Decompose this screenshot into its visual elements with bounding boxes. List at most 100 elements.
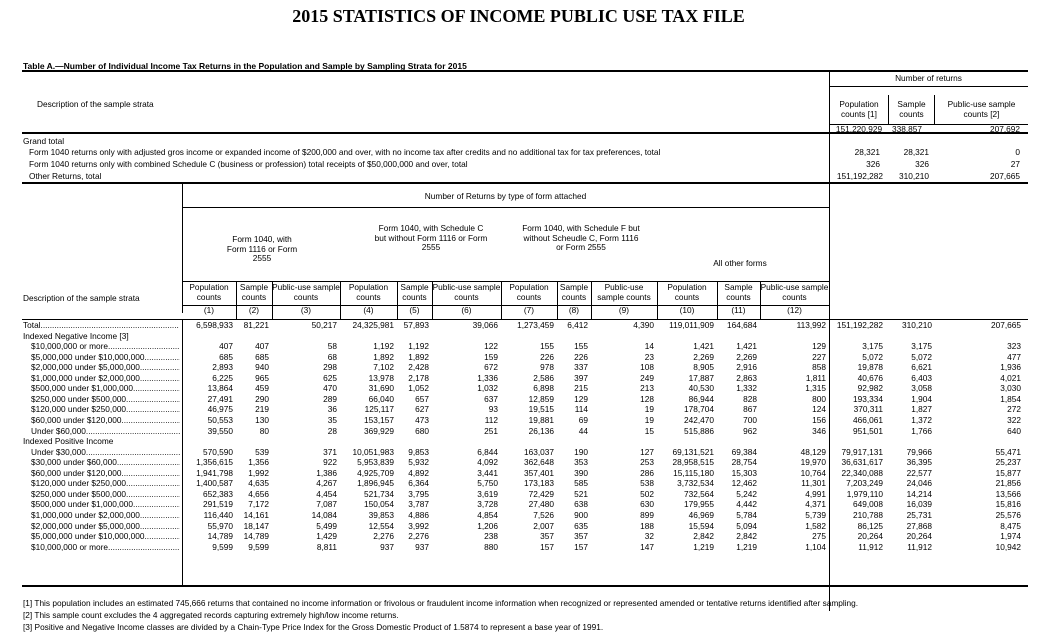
table-cell: 685: [255, 351, 269, 362]
column-header: Population counts: [509, 282, 549, 302]
table-cell: 28,754: [731, 457, 757, 468]
table-cell: 1,356,615: [196, 457, 233, 468]
table-cell: 2,586: [533, 372, 554, 383]
table-cell: 179,955: [684, 499, 714, 510]
table-cell: 1,766: [911, 425, 932, 436]
table-cell: 193,334: [853, 393, 883, 404]
top-row-3-public: 207,665: [990, 171, 1020, 181]
table-cell: 4,390: [633, 320, 654, 330]
table-cell: 3,175: [862, 341, 883, 352]
table-cell: 1,854: [1000, 393, 1021, 404]
table-cell: 15,303: [731, 467, 757, 478]
row-label: Under $30,000...........................…: [31, 446, 180, 457]
table-cell: 6,844: [477, 446, 498, 457]
table-cell: 50,553: [207, 415, 233, 425]
table-cell: 39,066: [472, 320, 498, 330]
table-cell: 477: [1007, 351, 1021, 362]
table-cell: 3,058: [911, 383, 932, 394]
row-label: Under $60,000...........................…: [31, 425, 180, 436]
top-row-2-pop: 326: [866, 159, 880, 169]
table-cell: 867: [743, 404, 757, 415]
table-cell: 13,864: [207, 383, 233, 394]
table-cell: 459: [255, 383, 269, 394]
table-cell: 5,739: [805, 509, 826, 520]
table-cell: 253: [640, 457, 654, 468]
table-cell: 371: [323, 446, 337, 457]
table-cell: 1,219: [693, 541, 714, 552]
table-cell: 685: [219, 351, 233, 362]
table-cell: 15,115,180: [673, 467, 714, 478]
table-cell: 800: [812, 393, 826, 404]
top-row-label-2: Form 1040 returns only with combined Sch…: [29, 159, 468, 169]
table-cell: 22,577: [906, 467, 932, 478]
row-label: $10,000,000 or more.....................…: [31, 541, 180, 552]
footnote-3: [3] Positive and Negative Income classes…: [23, 622, 604, 632]
table-cell: 1,032: [477, 383, 498, 394]
table-cell: 521,734: [364, 488, 394, 499]
table-cell: 227: [812, 351, 826, 362]
table-cell: 7,102: [373, 362, 394, 373]
group-4-header: All other forms: [713, 258, 767, 268]
table-cell: 14: [644, 341, 654, 352]
table-cell: 11,912: [907, 541, 932, 552]
table-cell: 1,892: [373, 351, 394, 362]
top-col-header-2: Sample counts: [897, 99, 926, 119]
table-cell: 69,131,521: [672, 446, 714, 457]
column-number: (8): [568, 305, 580, 315]
table-cell: 3,728: [477, 499, 498, 510]
table-cell: 249: [640, 372, 654, 383]
table-cell: 173,183: [524, 478, 554, 489]
table-cell: 19,881: [528, 415, 554, 425]
table-cell: 164,684: [727, 320, 757, 330]
table-cell: 5,094: [736, 520, 757, 531]
column-header: Sample counts: [239, 282, 269, 302]
top-row-2-sample: 326: [915, 159, 929, 169]
table-cell: 66,040: [368, 393, 394, 404]
table-cell: 1,941,798: [196, 467, 233, 478]
column-divider: [397, 282, 398, 319]
column-header: Public-use sample counts: [272, 282, 340, 302]
column-divider: [760, 282, 761, 319]
table-cell: 390: [574, 467, 588, 478]
bottom-description-header: Description of the sample strata: [23, 293, 140, 303]
table-cell: 3,441: [477, 467, 498, 478]
table-cell: 1,429: [316, 531, 337, 542]
table-cell: 36: [327, 404, 337, 415]
table-cell: 3,992: [408, 520, 429, 531]
table-cell: 4,854: [477, 509, 498, 520]
table-cell: 44: [578, 425, 588, 436]
table-cell: 68: [327, 351, 337, 362]
table-cell: 10,942: [995, 541, 1021, 552]
table-cell: 151,192,282: [836, 320, 883, 330]
table-cell: 93: [488, 404, 498, 415]
table-cell: 129: [812, 341, 826, 352]
table-cell: 5,242: [736, 488, 757, 499]
table-cell: 1,332: [736, 383, 757, 394]
table-cell: 25,576: [995, 509, 1021, 520]
table-cell: 3,030: [1000, 383, 1021, 394]
table-cell: 1,421: [693, 341, 714, 352]
table-cell: 213: [640, 383, 654, 394]
table-cell: 129: [574, 393, 588, 404]
table-cell: 5,750: [477, 478, 498, 489]
table-cell: 3,175: [911, 341, 932, 352]
table-cell: 1,315: [805, 383, 826, 394]
table-cell: 157: [574, 541, 588, 552]
top-header-value-1: 151,220,929: [835, 124, 883, 134]
row-label: $60,000 under $120,000..................…: [31, 415, 180, 425]
column-header: Sample counts: [400, 282, 429, 302]
table-cell: 79,917,131: [841, 446, 883, 457]
table-cell: 4,925,709: [357, 467, 394, 478]
top-row-label-1: Form 1040 returns only with adjusted gro…: [29, 147, 661, 157]
table-cell: 357: [540, 531, 554, 542]
row-label: Total...................................…: [23, 320, 179, 330]
table-cell: 2,428: [408, 362, 429, 373]
table-cell: 19,515: [528, 404, 554, 415]
table-caption: Table A.—Number of Individual Income Tax…: [23, 61, 467, 71]
row-label: $250,000 under $500,000.................…: [31, 488, 180, 499]
table-cell: 652,383: [203, 488, 233, 499]
table-cell: 466,061: [853, 415, 883, 425]
table-cell: 11,912: [858, 541, 883, 552]
table-cell: 157: [540, 541, 554, 552]
table-cell: 1,052: [408, 383, 429, 394]
